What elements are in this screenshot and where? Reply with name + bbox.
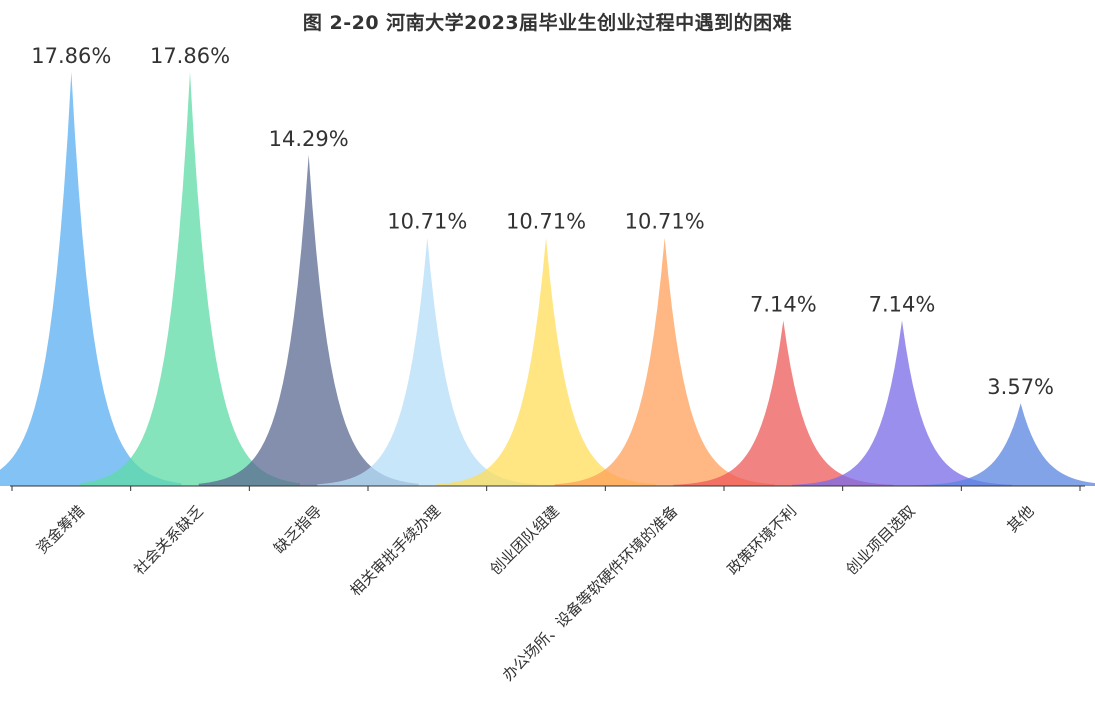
value-label-5: 10.71%: [506, 210, 586, 234]
peak-3: [198, 154, 419, 486]
value-label-4: 10.71%: [387, 210, 467, 234]
category-label-3: 缺乏指导: [270, 502, 325, 557]
peak-2: [80, 72, 300, 486]
category-label-5: 创业团队组建: [486, 502, 562, 578]
value-label-7: 7.14%: [750, 292, 817, 316]
peak-1: [0, 72, 182, 486]
chart-title: 图 2-20 河南大学2023届毕业生创业过程中遇到的困难: [302, 12, 793, 34]
peak-7: [673, 320, 894, 486]
peak-4: [317, 237, 538, 486]
value-label-1: 17.86%: [31, 44, 111, 68]
peaks-layer: [0, 72, 1095, 486]
category-label-2: 社会关系缺乏: [130, 502, 206, 578]
category-label-9: 其他: [1003, 502, 1037, 536]
peak-8: [792, 320, 1012, 486]
value-label-9: 3.57%: [987, 375, 1054, 399]
peak-6: [554, 237, 775, 486]
category-label-1: 资金筹措: [33, 502, 88, 557]
category-label-4: 相关审批手续办理: [346, 502, 444, 600]
peak-9: [910, 403, 1095, 486]
value-labels: 17.86% 17.86% 14.29% 10.71% 10.71% 10.71% 7.14…: [31, 44, 1054, 399]
category-labels: 资金筹措 社会关系缺乏 缺乏指导 相关审批手续办理 创业团队组建办公场所、设备等软硬件环…: [33, 502, 1037, 684]
value-label-8: 7.14%: [869, 292, 936, 316]
value-label-2: 17.86%: [150, 44, 230, 68]
peak-5: [436, 237, 656, 486]
value-label-3: 14.29%: [269, 127, 349, 151]
category-label-8: 创业项目选取: [842, 502, 918, 578]
category-label-7: 政策环境不利: [724, 502, 800, 578]
value-label-6: 10.71%: [625, 210, 705, 234]
x-axis-ticks: [11, 486, 1081, 491]
